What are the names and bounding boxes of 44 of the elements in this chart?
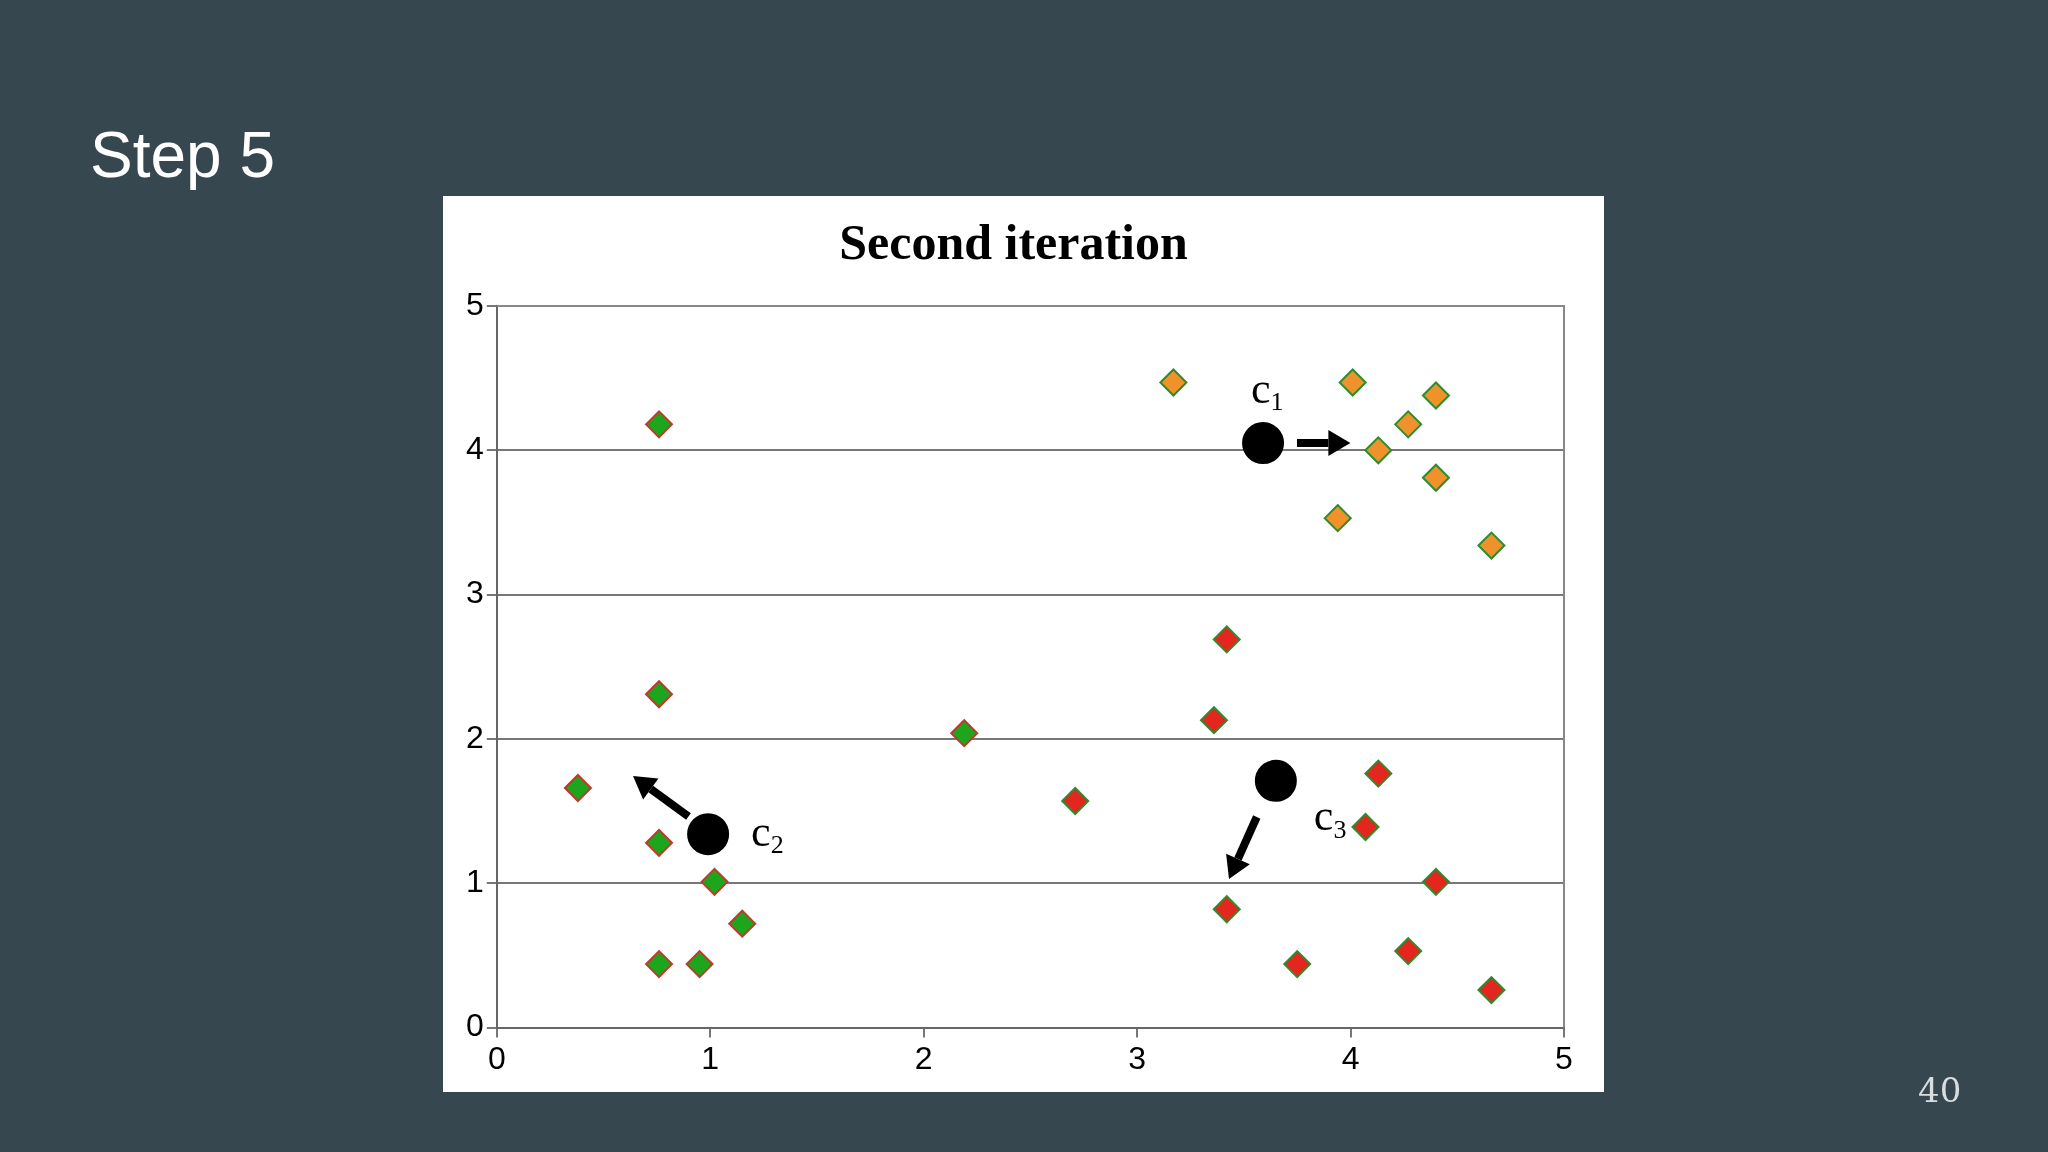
chart-subtitle: Second iteration bbox=[839, 213, 1188, 270]
y-tick-label: 2 bbox=[466, 718, 484, 755]
point bbox=[563, 774, 592, 803]
point bbox=[728, 909, 757, 938]
point bbox=[1364, 759, 1393, 788]
point bbox=[1338, 368, 1367, 397]
point bbox=[1242, 422, 1285, 465]
point bbox=[1159, 368, 1188, 397]
point bbox=[1351, 813, 1380, 841]
point bbox=[1061, 787, 1090, 816]
point bbox=[645, 950, 674, 979]
point bbox=[1394, 410, 1423, 439]
point bbox=[1199, 706, 1228, 735]
point bbox=[1254, 759, 1297, 802]
point bbox=[1477, 976, 1506, 1005]
point bbox=[700, 867, 729, 896]
point bbox=[1364, 436, 1393, 465]
text: 40 bbox=[1918, 1070, 1962, 1110]
point bbox=[1421, 463, 1450, 492]
y-tick-label: 1 bbox=[466, 863, 484, 900]
point bbox=[645, 680, 674, 709]
point bbox=[1394, 937, 1423, 966]
point bbox=[1212, 625, 1241, 654]
point bbox=[950, 719, 979, 748]
x-tick-label: 4 bbox=[1341, 1039, 1360, 1076]
point bbox=[1212, 895, 1241, 924]
y-tick-label: 3 bbox=[466, 574, 484, 611]
point bbox=[1421, 381, 1450, 410]
y-tick-label: 4 bbox=[466, 430, 484, 467]
y-tick-label: 5 bbox=[466, 285, 484, 322]
chart-title: Step 5 bbox=[90, 118, 276, 192]
x-tick-label: 1 bbox=[701, 1039, 720, 1076]
point bbox=[1421, 867, 1450, 896]
point bbox=[645, 828, 674, 857]
point bbox=[685, 950, 714, 979]
x-tick-label: 2 bbox=[914, 1039, 933, 1076]
point bbox=[687, 813, 730, 856]
y-tick-label: 0 bbox=[466, 1007, 484, 1044]
point bbox=[1283, 950, 1312, 979]
point bbox=[1323, 504, 1352, 533]
x-tick-label: 3 bbox=[1128, 1039, 1147, 1076]
x-tick-label: 5 bbox=[1555, 1039, 1573, 1076]
point bbox=[645, 410, 674, 439]
point bbox=[1477, 531, 1506, 560]
